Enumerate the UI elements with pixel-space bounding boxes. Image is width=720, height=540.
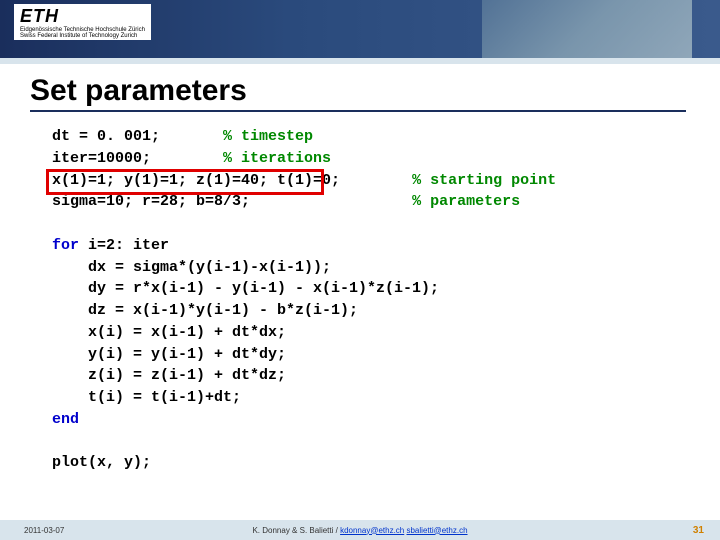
logo: ETH Eidgenössische Technische Hochschule… xyxy=(14,4,151,40)
code-line: end xyxy=(52,409,720,431)
code-line: z(i) = z(i-1) + dt*dz; xyxy=(52,365,720,387)
slide-title: Set parameters xyxy=(30,74,686,112)
header-band: ETH Eidgenössische Technische Hochschule… xyxy=(0,0,720,58)
code-line: plot(x, y); xyxy=(52,452,720,474)
code-line: t(i) = t(i-1)+dt; xyxy=(52,387,720,409)
highlight-rectangle xyxy=(46,169,324,195)
code-line: x(i) = x(i-1) + dt*dx; xyxy=(52,322,720,344)
page-number: 31 xyxy=(693,525,704,536)
logo-sub2: Swiss Federal Institute of Technology Zu… xyxy=(20,33,145,39)
footer-author: K. Donnay & S. Balietti / xyxy=(252,526,340,535)
footer-email1[interactable]: kdonnay@ethz.ch xyxy=(340,526,404,535)
code-line xyxy=(52,213,720,235)
footer: 2011-03-07 K. Donnay & S. Balietti / kdo… xyxy=(0,520,720,540)
code-line: dz = x(i-1)*y(i-1) - b*z(i-1); xyxy=(52,300,720,322)
code-line: for i=2: iter xyxy=(52,235,720,257)
footer-credits: K. Donnay & S. Balietti / kdonnay@ethz.c… xyxy=(0,526,720,535)
code-line: dx = sigma*(y(i-1)-x(i-1)); xyxy=(52,257,720,279)
footer-email2[interactable]: sbalietti@ethz.ch xyxy=(406,526,467,535)
code-line: dt = 0. 001; % timestep xyxy=(52,126,720,148)
code-line xyxy=(52,431,720,453)
divider-band xyxy=(0,58,720,64)
code-line: iter=10000; % iterations xyxy=(52,148,720,170)
header-photo xyxy=(482,0,692,58)
footer-date: 2011-03-07 xyxy=(24,526,64,535)
logo-main: ETH xyxy=(20,6,145,27)
code-line: y(i) = y(i-1) + dt*dy; xyxy=(52,344,720,366)
code-line: dy = r*x(i-1) - y(i-1) - x(i-1)*z(i-1); xyxy=(52,278,720,300)
